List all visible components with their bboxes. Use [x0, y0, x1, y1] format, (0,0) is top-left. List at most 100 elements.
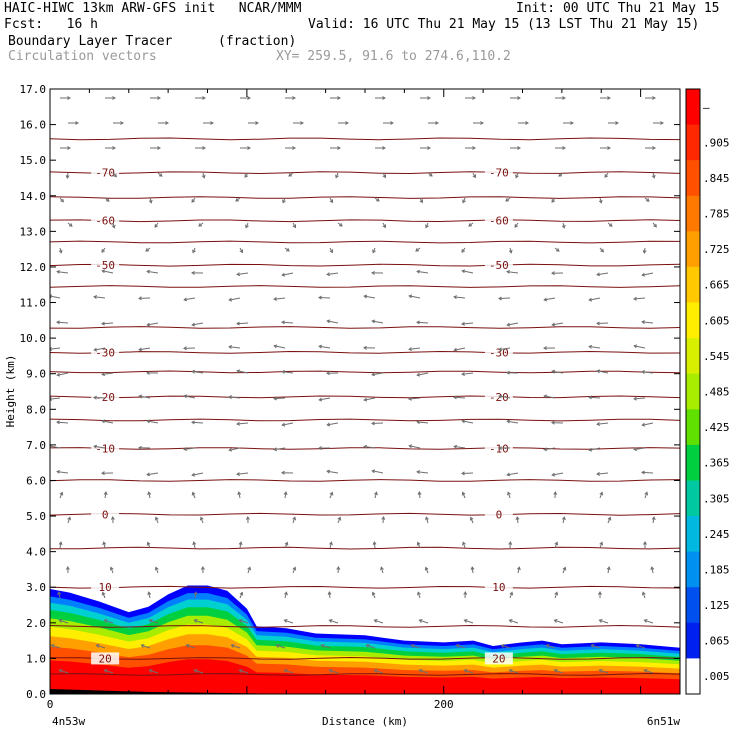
vector-shaft: [292, 567, 296, 574]
vector-shaft: [284, 592, 287, 599]
vector-shaft: [101, 322, 114, 325]
vector-shaft: [239, 592, 243, 599]
vector-head: [68, 223, 73, 227]
vector-head: [642, 541, 647, 545]
vector-head: [283, 491, 288, 496]
vector-head: [590, 644, 595, 648]
vector-head: [198, 223, 203, 227]
colorbar-label: .545: [703, 350, 730, 363]
vector-head: [284, 591, 288, 596]
vector-head: [93, 347, 98, 352]
vector-head: [410, 644, 415, 648]
vector-head: [191, 420, 195, 425]
vector-head: [373, 669, 378, 673]
vector-head: [651, 516, 656, 521]
vector-shaft: [554, 542, 558, 549]
vector-head: [335, 174, 339, 179]
vector-head: [615, 121, 620, 125]
vector-shaft: [642, 321, 654, 324]
vector-shaft: [192, 472, 204, 476]
vector-head: [596, 471, 601, 476]
colorbar-swatch: [686, 551, 700, 588]
vector-head: [50, 294, 53, 299]
y-tick-label: 1.0: [26, 652, 46, 665]
vector-shaft: [94, 445, 106, 449]
vector-shaft: [102, 270, 114, 274]
vector-head: [284, 541, 289, 546]
vector-shaft: [554, 669, 564, 674]
vector-shaft: [416, 321, 429, 324]
vector-head: [633, 296, 637, 301]
y-tick-label: 10.0: [20, 332, 47, 345]
vector-head: [382, 96, 387, 100]
vector-shaft: [633, 397, 646, 400]
vector-shaft: [641, 471, 654, 474]
vector-head: [318, 397, 323, 402]
vector-shaft: [56, 421, 69, 424]
vector-head: [606, 566, 611, 571]
vector-shaft: [236, 422, 249, 425]
colorbar-swatch: [686, 622, 700, 659]
vector-head: [371, 469, 376, 474]
vector-head: [363, 444, 368, 449]
cross-section-endpoints: XY= 259.5, 91.6 to 274.6,110.2: [276, 49, 511, 64]
vector-head: [469, 516, 474, 521]
vector-head: [236, 272, 241, 277]
vector-head: [273, 297, 278, 301]
vector-head: [154, 566, 159, 571]
vector-shaft: [328, 591, 331, 599]
vector-head: [191, 199, 196, 203]
vector-shaft: [282, 371, 294, 374]
vector-head: [65, 175, 70, 179]
vector-shaft: [417, 421, 429, 424]
colorbar-swatch: [686, 658, 700, 695]
vector-head: [653, 223, 657, 228]
vector-shaft: [554, 619, 564, 624]
vector-head: [326, 469, 331, 474]
vector-shaft: [194, 592, 197, 599]
vector-head: [292, 566, 297, 571]
y-tick-label: 0.0: [26, 688, 46, 701]
vector-head: [371, 319, 376, 324]
vector-shaft: [599, 619, 609, 624]
vector-head: [247, 146, 252, 150]
vector-shaft: [409, 445, 421, 449]
vector-head: [596, 422, 601, 426]
vector-shaft: [372, 372, 384, 376]
vector-shaft: [373, 541, 376, 549]
vector-shaft: [104, 492, 107, 499]
vector-head: [183, 297, 188, 302]
vector-shaft: [642, 272, 654, 276]
vector-head: [193, 619, 198, 623]
vector-shaft: [417, 471, 429, 474]
temperature-contours: -70 -70 -60 -60 -50 -50 -30 -30 -20 -20 -10 -10 0 0 10…: [50, 137, 680, 676]
vector-shaft: [372, 592, 376, 599]
vector-head: [50, 347, 53, 351]
vector-head: [58, 249, 63, 254]
vector-head: [641, 422, 646, 427]
vector-head: [371, 421, 375, 426]
vector-head: [239, 591, 244, 596]
vector-shaft: [589, 447, 601, 451]
vector-shaft: [141, 644, 151, 649]
vector-head: [525, 121, 530, 125]
colorbar-label: .725: [703, 243, 730, 256]
contour-label: -60: [95, 215, 115, 228]
vector-head: [376, 198, 380, 202]
vector-head: [329, 491, 334, 496]
vector-head: [146, 472, 151, 477]
vector-shaft: [464, 669, 474, 674]
vector-head: [641, 591, 646, 596]
vector-head: [588, 297, 593, 302]
y-tick-label: 6.0: [26, 474, 46, 487]
vector-head: [462, 199, 466, 204]
vector-head: [326, 422, 331, 427]
contour-label-bg: [91, 652, 120, 665]
vector-head: [460, 321, 466, 326]
vector-shaft: [284, 542, 288, 549]
vector-shaft: [337, 566, 339, 574]
y-tick-label: 9.0: [26, 368, 46, 381]
vector-shaft: [562, 567, 566, 574]
vector-head: [516, 566, 521, 571]
vector-shaft: [184, 297, 196, 301]
